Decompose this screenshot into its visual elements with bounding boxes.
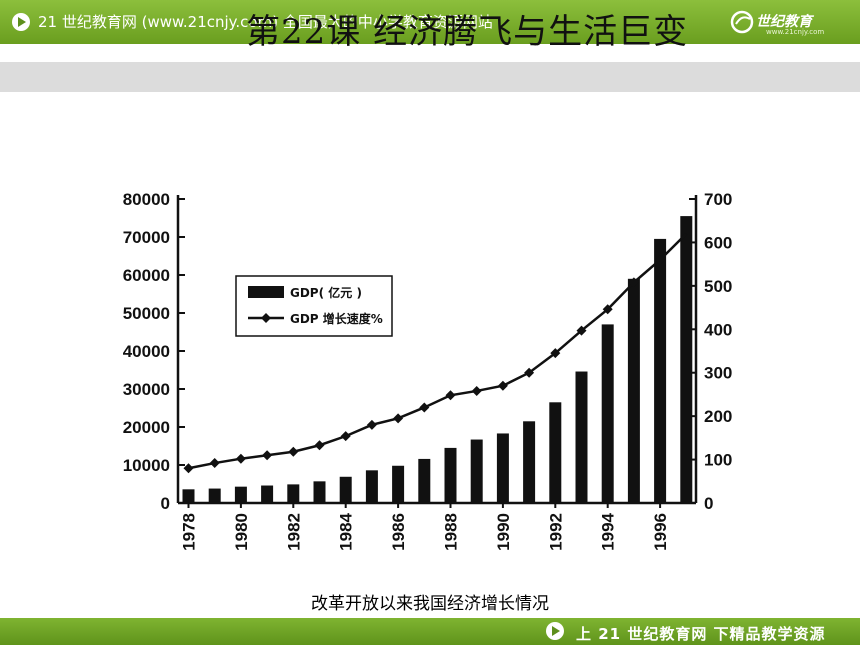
growth-point bbox=[471, 385, 482, 396]
logo-text: 世纪教育 bbox=[756, 14, 812, 30]
gdp-bar bbox=[549, 402, 562, 503]
play-icon bbox=[546, 622, 564, 640]
growth-point bbox=[628, 277, 639, 288]
y-left-tick-label: 80000 bbox=[123, 190, 170, 209]
x-tick-label: 1990 bbox=[494, 513, 513, 551]
gdp-bar bbox=[339, 476, 352, 503]
footer-text: 上 21 世纪教育网 下精品教学资源 bbox=[576, 625, 826, 643]
x-tick-label: 1982 bbox=[284, 513, 303, 551]
legend-bar-swatch bbox=[248, 286, 284, 298]
y-left-tick-label: 60000 bbox=[123, 266, 170, 285]
x-tick-label: 1986 bbox=[389, 513, 408, 551]
growth-point bbox=[550, 348, 561, 359]
logo-mark-icon bbox=[730, 10, 754, 34]
gdp-bar bbox=[418, 458, 431, 503]
gdp-bar bbox=[261, 485, 274, 503]
legend-line-label: GDP 增长速度% bbox=[290, 311, 383, 326]
gdp-bar bbox=[365, 470, 378, 503]
y-left-tick-label: 50000 bbox=[123, 304, 170, 323]
growth-point bbox=[366, 419, 377, 430]
gdp-bar bbox=[654, 238, 667, 503]
legend-line-marker bbox=[261, 313, 271, 323]
growth-point bbox=[393, 413, 404, 424]
y-right-tick-label: 300 bbox=[704, 364, 732, 383]
site-logo: 世纪教育 www.21cnjy.com bbox=[726, 8, 852, 38]
growth-point bbox=[340, 431, 351, 442]
gdp-bar bbox=[470, 439, 483, 503]
growth-point bbox=[419, 402, 430, 413]
growth-point bbox=[497, 380, 508, 391]
gdp-bar bbox=[601, 324, 614, 503]
gdp-bar bbox=[680, 216, 693, 503]
gdp-bar bbox=[234, 486, 247, 503]
growth-point bbox=[602, 304, 613, 315]
chart-caption: 改革开放以来我国经济增长情况 bbox=[311, 594, 549, 614]
gdp-bar bbox=[313, 481, 326, 503]
y-right-tick-label: 100 bbox=[704, 451, 732, 470]
y-left-tick-label: 70000 bbox=[123, 228, 170, 247]
x-tick-label: 1984 bbox=[337, 512, 356, 550]
site-banner-text: 21 世纪教育网 (www.21cnjy.com) 全国最大的中小学教育资源网站 bbox=[38, 13, 493, 31]
y-right-tick-label: 500 bbox=[704, 277, 732, 296]
gdp-bar bbox=[575, 371, 588, 503]
legend-bar-label: GDP( 亿元 ) bbox=[290, 285, 362, 300]
top-banner: 21 世纪教育网 (www.21cnjy.com) 全国最大的中小学教育资源网站… bbox=[0, 0, 860, 44]
legend-box bbox=[235, 275, 393, 337]
y-right-tick-label: 400 bbox=[704, 320, 732, 339]
growth-point bbox=[445, 390, 456, 401]
title-band bbox=[0, 62, 860, 92]
y-left-tick-label: 20000 bbox=[123, 418, 170, 437]
x-tick-label: 1994 bbox=[599, 512, 618, 550]
gdp-bar bbox=[496, 433, 509, 503]
x-tick-label: 1992 bbox=[546, 513, 565, 551]
y-right-tick-label: 700 bbox=[704, 190, 732, 209]
gdp-bar bbox=[444, 447, 457, 503]
gdp-bar bbox=[523, 421, 536, 503]
x-tick-label: 1980 bbox=[232, 513, 251, 551]
growth-point bbox=[288, 446, 299, 457]
y-left-tick-label: 10000 bbox=[123, 456, 170, 475]
x-tick-label: 1978 bbox=[180, 513, 199, 551]
growth-point bbox=[655, 254, 666, 265]
growth-point bbox=[576, 325, 587, 336]
growth-point bbox=[235, 453, 246, 464]
y-right-tick-label: 0 bbox=[704, 494, 713, 513]
logo-url: www.21cnjy.com bbox=[766, 28, 825, 36]
x-tick-label: 1996 bbox=[651, 513, 670, 551]
slide-title: 第22课 经济腾飞与生活巨变 bbox=[246, 12, 689, 52]
x-tick-label: 1988 bbox=[442, 513, 461, 551]
y-left-tick-label: 0 bbox=[161, 494, 170, 513]
growth-point bbox=[314, 440, 325, 451]
gdp-bar bbox=[208, 488, 221, 503]
gdp-bar bbox=[287, 484, 300, 503]
growth-point bbox=[209, 458, 220, 469]
gdp-bar bbox=[182, 489, 195, 503]
y-left-tick-label: 40000 bbox=[123, 342, 170, 361]
y-right-tick-label: 200 bbox=[704, 407, 732, 426]
gdp-bar bbox=[627, 278, 640, 503]
y-left-tick-label: 30000 bbox=[123, 380, 170, 399]
y-right-tick-label: 600 bbox=[704, 233, 732, 252]
growth-point bbox=[183, 463, 194, 474]
growth-point bbox=[262, 450, 273, 461]
play-icon bbox=[12, 13, 30, 31]
growth-point bbox=[524, 367, 535, 378]
bottom-banner: 上 21 世纪教育网 下精品教学资源 bbox=[0, 618, 860, 645]
gdp-bar bbox=[392, 465, 405, 503]
